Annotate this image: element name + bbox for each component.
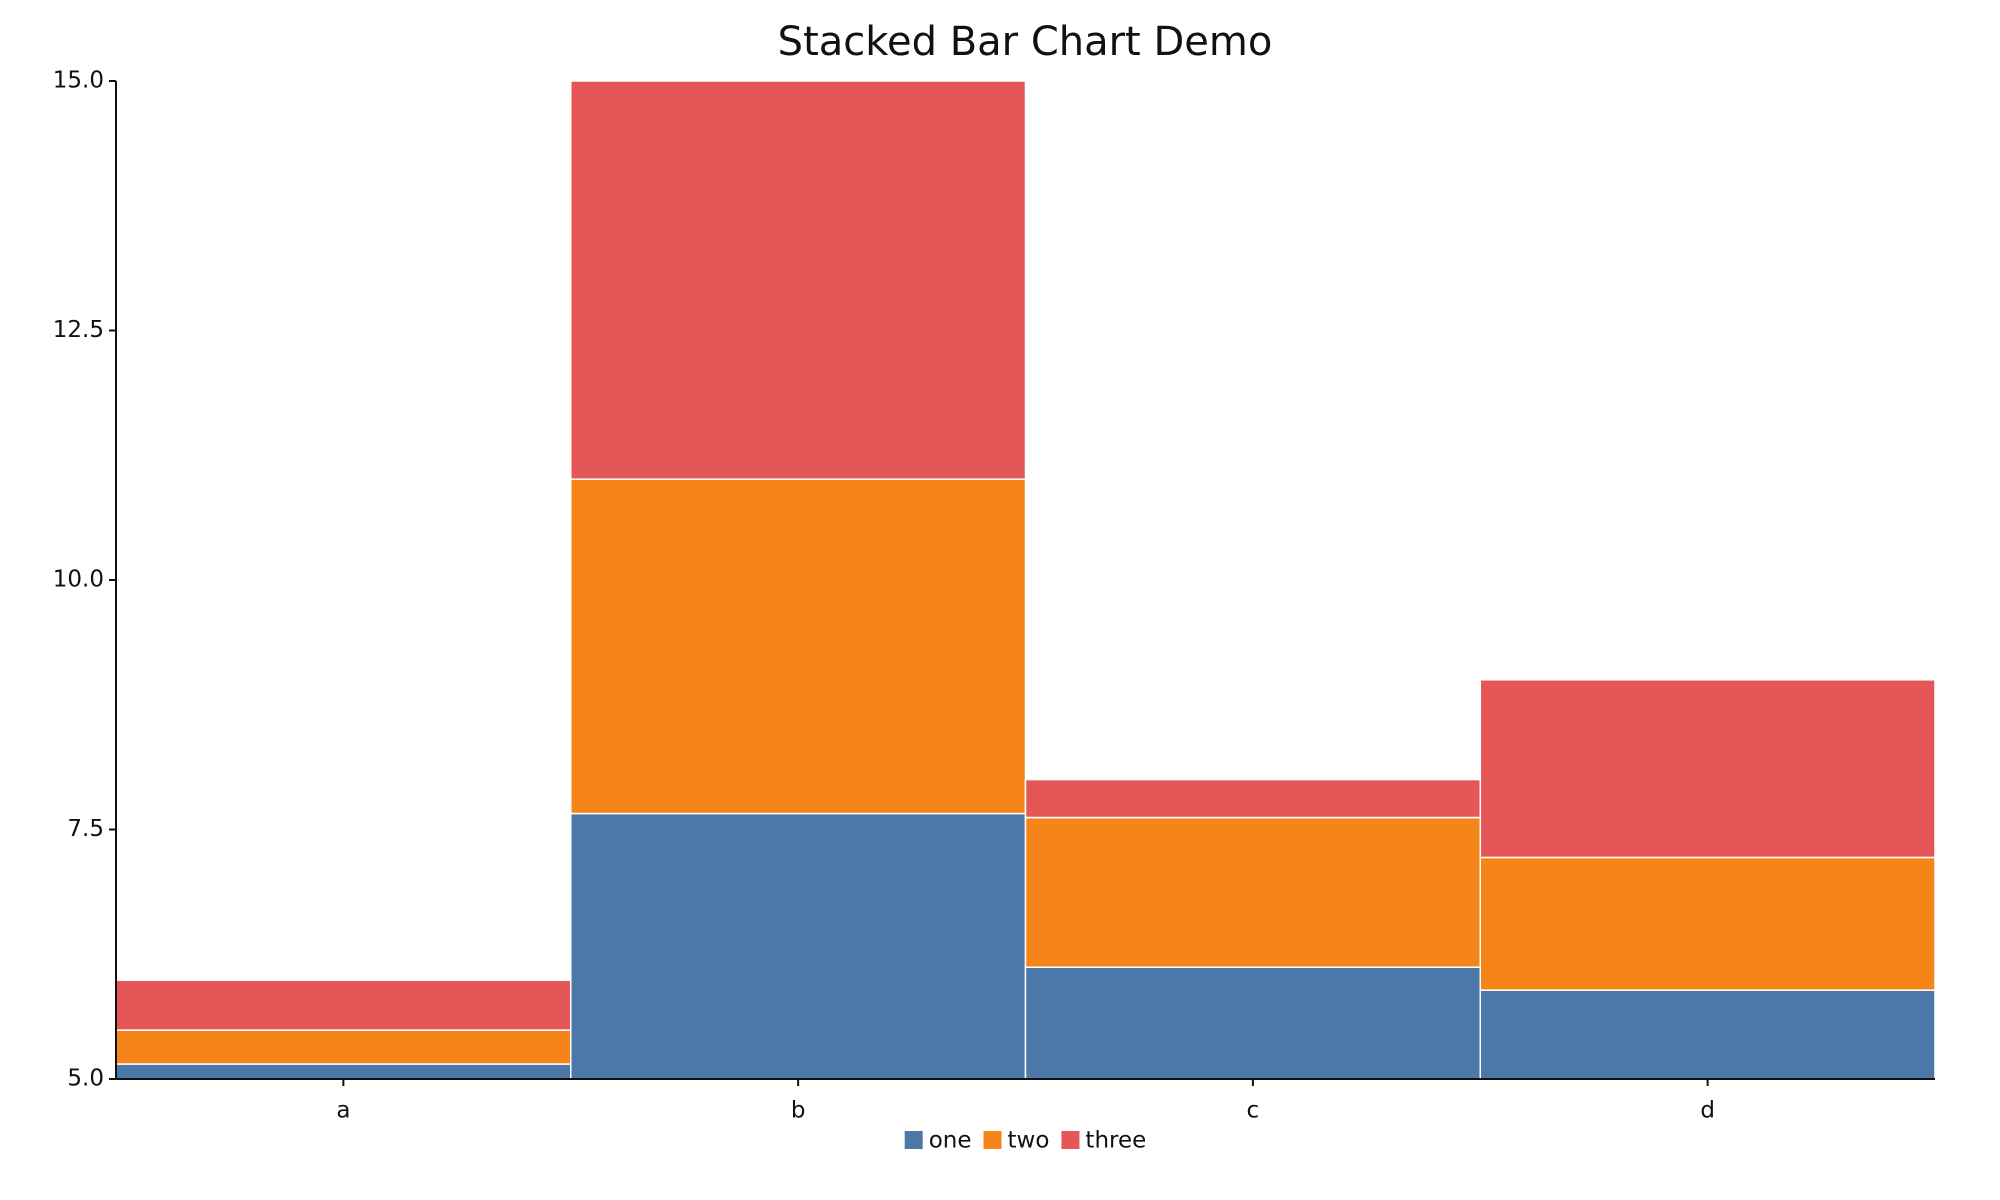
- bar-segment: [116, 979, 572, 1031]
- bar-segment: [1024, 816, 1481, 968]
- bar-segment: [570, 81, 1027, 480]
- bar-segment: [1479, 856, 1935, 991]
- bar-segment: [116, 1029, 572, 1065]
- y-tick-label: 5.0: [67, 1066, 104, 1092]
- bar-segment: [1479, 679, 1935, 859]
- bar-segment: [570, 478, 1027, 815]
- y-tick-label: 10.0: [53, 567, 104, 593]
- bar-segment: [1024, 778, 1481, 819]
- legend-label: three: [1085, 1128, 1146, 1154]
- y-tick-label: 12.5: [53, 317, 104, 343]
- legend-swatch: [983, 1131, 1002, 1149]
- y-tick-label: 15.0: [53, 68, 104, 94]
- x-tick-label: d: [1700, 1098, 1715, 1124]
- x-tick-label: c: [1247, 1098, 1260, 1124]
- legend-label: two: [1008, 1128, 1050, 1154]
- legend-swatch: [1061, 1131, 1080, 1149]
- legend-label: one: [929, 1128, 972, 1154]
- chart-title: Stacked Bar Chart Demo: [778, 19, 1273, 65]
- bar-segment: [1479, 989, 1935, 1079]
- plot-area: [116, 81, 1935, 1079]
- x-tick-label: a: [336, 1098, 350, 1124]
- x-tick-label: b: [791, 1098, 806, 1124]
- y-tick-label: 7.5: [67, 816, 104, 842]
- legend-swatch: [904, 1131, 923, 1149]
